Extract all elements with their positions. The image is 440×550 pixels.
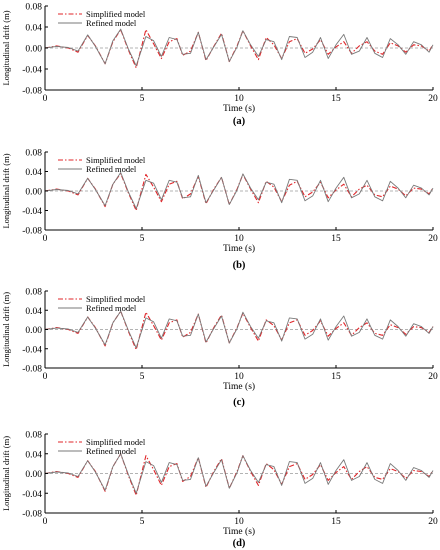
series-line-refined-model	[44, 172, 434, 210]
y-tick-label: 0.04	[25, 307, 42, 317]
series-line-simplified-model	[44, 29, 434, 69]
x-tick-label: 10	[234, 517, 244, 527]
chart-panel-c: 0.08 0.04 0.00 -0.04 -0.080 5 10 15 20 Time (s) Lo…	[1, 288, 438, 409]
y-tick-label: 0.08	[25, 288, 42, 298]
y-axis-title: Longitudinal drift (m)	[1, 292, 11, 367]
x-axis-title: Time (s)	[223, 381, 255, 392]
legend-label-simplified-model: Simplified model	[86, 9, 146, 19]
y-tick-label: -0.04	[22, 345, 42, 355]
series-line-simplified-model	[44, 453, 434, 496]
series-line-refined-model	[44, 453, 434, 494]
y-axis-title: Longitudinal drift (m)	[1, 153, 11, 228]
y-axis-title: Longitudinal drift (m)	[1, 436, 11, 511]
y-tick-label: 0.04	[25, 450, 42, 460]
legend-label-simplified-model: Simplified model	[86, 155, 146, 165]
legend-label-refined-model: Refined model	[86, 164, 137, 174]
y-tick-label: 0.00	[25, 470, 42, 480]
series-line-refined-model	[44, 310, 434, 349]
y-tick-label: -0.08	[22, 510, 42, 520]
y-tick-label: 0.08	[25, 431, 42, 441]
x-tick-label: 5	[140, 234, 145, 244]
y-tick-label: 0.08	[25, 149, 42, 159]
chart-panel-d: 0.08 0.04 0.00 -0.04 -0.080 5 10 15 20 Time (s) Lo…	[1, 431, 438, 550]
chart-panel-b: 0.08 0.04 0.00 -0.04 -0.080 5 10 15 20 Time (s) Lo…	[1, 149, 438, 272]
legend-label-refined-model: Refined model	[86, 18, 137, 28]
y-tick-label: 0.04	[25, 168, 42, 178]
x-tick-label: 15	[331, 372, 341, 382]
y-tick-label: -0.04	[22, 66, 42, 76]
y-tick-label: -0.08	[22, 365, 42, 375]
x-tick-label: 10	[234, 234, 244, 244]
y-tick-label: -0.04	[22, 490, 42, 500]
legend-label-refined-model: Refined model	[86, 446, 137, 456]
x-tick-label: 10	[234, 372, 244, 382]
x-axis-title: Time (s)	[223, 103, 255, 114]
series-line-simplified-model	[44, 172, 434, 212]
y-tick-label: 0.00	[25, 326, 42, 336]
x-tick-label: 0	[43, 234, 48, 244]
x-tick-label: 0	[43, 372, 48, 382]
x-tick-label: 10	[234, 94, 244, 104]
x-tick-label: 5	[140, 517, 145, 527]
x-tick-label: 20	[428, 94, 438, 104]
y-tick-label: 0.04	[25, 24, 42, 34]
y-axis-title: Longitudinal drift (m)	[1, 10, 11, 85]
x-tick-label: 15	[331, 94, 341, 104]
x-tick-label: 0	[43, 517, 48, 527]
y-tick-label: 0.00	[25, 45, 42, 55]
panel-label: (a)	[233, 116, 246, 127]
y-tick-label: -0.08	[22, 227, 42, 237]
x-tick-label: 0	[43, 94, 48, 104]
series-line-simplified-model	[44, 310, 434, 351]
panel-label: (c)	[233, 397, 245, 408]
x-tick-label: 15	[331, 234, 341, 244]
legend-label-simplified-model: Simplified model	[86, 437, 146, 447]
legend-label-refined-model: Refined model	[86, 303, 137, 313]
x-tick-label: 20	[428, 517, 438, 527]
series-line-refined-model	[44, 28, 434, 67]
y-tick-label: -0.04	[22, 207, 42, 217]
x-axis-title: Time (s)	[223, 243, 255, 254]
y-tick-label: 0.08	[25, 3, 42, 13]
y-tick-label: -0.08	[22, 87, 42, 97]
x-axis-title: Time (s)	[223, 526, 255, 537]
chart-panel-a: 0.08 0.04 0.00 -0.04 -0.080 5 10 15 20 Time (s) Lo…	[1, 3, 438, 128]
x-tick-label: 5	[140, 94, 145, 104]
x-tick-label: 20	[428, 234, 438, 244]
x-tick-label: 15	[331, 517, 341, 527]
legend-label-simplified-model: Simplified model	[86, 294, 146, 304]
y-tick-label: 0.00	[25, 188, 42, 198]
panel-label: (d)	[233, 538, 246, 549]
panel-label: (b)	[233, 260, 246, 271]
x-tick-label: 20	[428, 372, 438, 382]
x-tick-label: 5	[140, 372, 145, 382]
